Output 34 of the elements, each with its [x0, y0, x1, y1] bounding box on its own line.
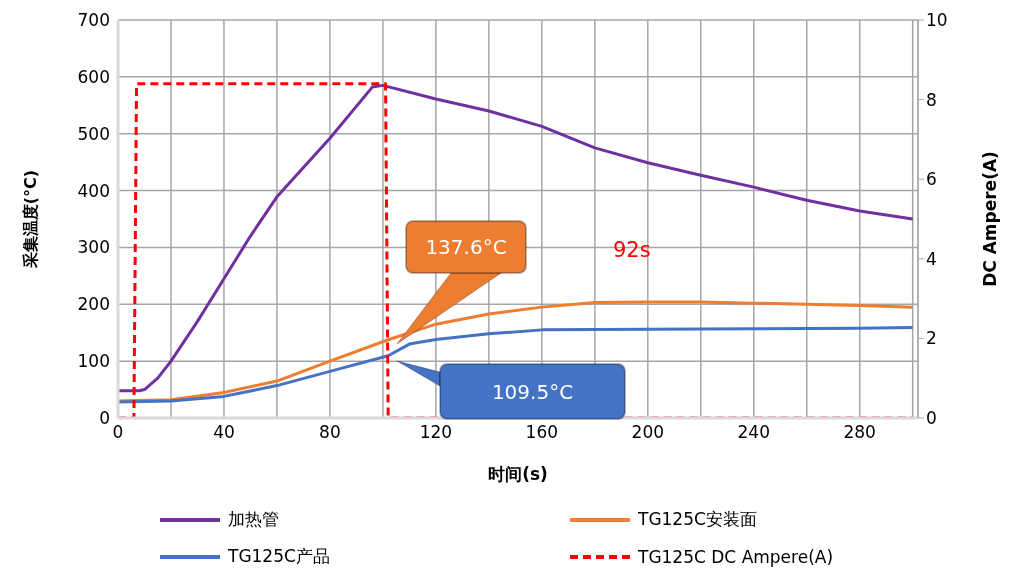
y-tick-label: 600 — [77, 66, 110, 87]
x-tick-label: 40 — [213, 422, 235, 443]
x-tick-label: 200 — [631, 422, 665, 443]
line-series — [118, 326, 915, 404]
legend-label: TG125C安装面 — [638, 508, 757, 531]
legend-label: TG125C产品 — [228, 545, 330, 568]
y-tick-label: 100 — [77, 351, 110, 372]
x-axis-title: 时间(s) — [488, 464, 548, 484]
y2-axis-title: DC Ampere(A) — [980, 151, 1001, 287]
y2-tick-label: 6 — [926, 169, 937, 190]
y-tick-label: 200 — [77, 294, 110, 315]
y-tick-label: 700 — [77, 10, 110, 31]
x-tick-label: 120 — [419, 422, 453, 443]
line-series — [118, 300, 915, 403]
annotation: 109.5°C — [491, 379, 574, 404]
annotation: 92s — [613, 238, 651, 262]
x-tick-label: 160 — [525, 422, 559, 443]
y2-tick-label: 2 — [926, 328, 937, 349]
x-tick-label: 80 — [319, 422, 341, 443]
x-tick-label: 240 — [737, 422, 770, 443]
y2-tick-label: 0 — [926, 408, 937, 429]
legend-label: TG125C DC Ampere(A) — [638, 546, 834, 567]
annotation: 137.6°C — [425, 235, 507, 259]
y2-tick-label: 10 — [926, 10, 948, 31]
legend-label: 加热管 — [228, 508, 279, 531]
y-tick-label: 400 — [77, 180, 110, 201]
y2-tick-label: 4 — [926, 248, 937, 269]
x-tick-label: 280 — [843, 422, 876, 443]
y-tick-label: 0 — [99, 408, 110, 429]
y-axis-title: 采集温度(°C) — [20, 169, 40, 270]
x-tick-label: 0 — [112, 422, 124, 443]
y2-tick-label: 8 — [926, 89, 937, 110]
y-tick-label: 300 — [77, 237, 110, 258]
y-tick-label: 500 — [77, 123, 110, 144]
